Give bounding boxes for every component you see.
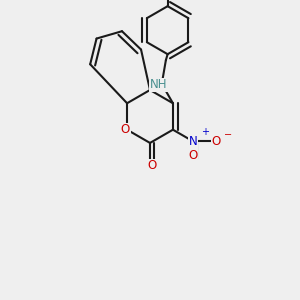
Text: O: O [211,135,220,148]
Text: O: O [147,159,156,172]
Text: −: − [224,130,232,140]
Text: O: O [188,149,197,162]
Text: NH: NH [150,78,168,92]
Text: N: N [188,135,197,148]
Text: O: O [121,123,130,136]
Text: +: + [201,127,208,137]
